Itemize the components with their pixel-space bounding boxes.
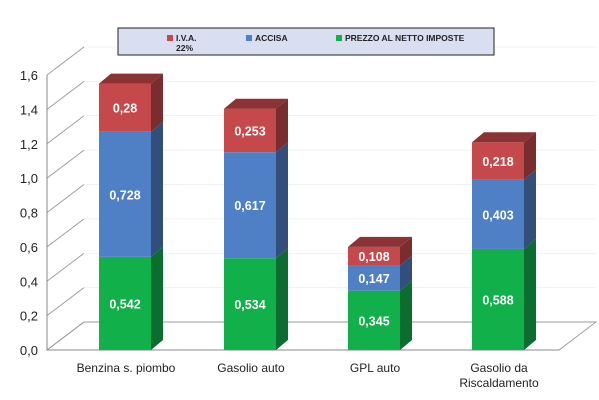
bar-side bbox=[151, 73, 163, 132]
bar-top bbox=[472, 132, 536, 143]
legend-box bbox=[117, 27, 495, 56]
bar-front bbox=[224, 258, 276, 350]
y-tick-label: 0,0 bbox=[20, 343, 38, 358]
legend-entry: ACCISA bbox=[246, 33, 288, 43]
bar-front bbox=[472, 142, 524, 180]
bar-front bbox=[472, 248, 524, 350]
data-label: 0,218 bbox=[482, 155, 513, 169]
bar-stack: 0,588 0,403 0,218 bbox=[472, 132, 536, 350]
bar-segment: 0,345 bbox=[348, 280, 412, 350]
category-label: Benzina s. piombo bbox=[77, 361, 176, 375]
grid-diagonal bbox=[46, 184, 85, 213]
bar-segment: 0,108 bbox=[348, 236, 412, 266]
data-label: 0,147 bbox=[358, 272, 389, 286]
data-label: 0,28 bbox=[113, 102, 137, 116]
legend-label: ACCISA bbox=[255, 33, 288, 43]
bar-side bbox=[524, 169, 536, 249]
bar-front bbox=[348, 290, 400, 350]
category-label: GPL auto bbox=[350, 361, 401, 375]
data-label: 0,253 bbox=[234, 124, 265, 138]
bar-stack: 0,534 0,617 0,253 bbox=[224, 98, 288, 350]
category-label: Gasolio da Riscaldamento bbox=[459, 361, 539, 390]
legend: I.V.A.22% ACCISA PREZZO AL NETTO IMPOSTE bbox=[117, 27, 495, 56]
bar-front bbox=[472, 179, 524, 249]
bar-stack: 0,542 0,728 0,28 bbox=[99, 73, 163, 350]
bar-side bbox=[151, 121, 163, 257]
data-label: 0,588 bbox=[482, 293, 513, 307]
legend-entry: I.V.A.22% bbox=[167, 33, 196, 53]
legend-label: PREZZO AL NETTO IMPOSTE bbox=[345, 33, 465, 43]
bar-side bbox=[276, 248, 288, 350]
bar-segment: 0,147 bbox=[348, 255, 412, 291]
bar-side bbox=[524, 238, 536, 350]
y-tick-labels: 0,0 0,2 0,4 0,6 0,8 1,0 1,2 1,4 1,6 bbox=[20, 68, 38, 358]
grid-diagonal bbox=[46, 115, 85, 145]
y-tick-label: 0,2 bbox=[20, 309, 38, 324]
legend-swatch bbox=[336, 35, 342, 41]
bar-side bbox=[400, 280, 412, 350]
grid-diagonal bbox=[46, 218, 85, 248]
bars: 0,5420,7280,280,5340,6170,2530,3450,1470… bbox=[99, 73, 536, 350]
bar-front bbox=[99, 256, 151, 350]
bar-top bbox=[224, 98, 288, 109]
bar-side bbox=[400, 255, 412, 291]
bar-front bbox=[348, 246, 400, 266]
y-tick-label: 1,4 bbox=[20, 102, 38, 117]
grid-diagonal bbox=[46, 287, 85, 316]
bar-segment: 0,542 bbox=[99, 246, 163, 350]
bar-top bbox=[99, 73, 163, 84]
bar-front bbox=[224, 108, 276, 153]
data-label: 0,534 bbox=[234, 298, 265, 312]
grid-diagonal bbox=[46, 81, 85, 110]
data-label: 0,345 bbox=[358, 314, 389, 328]
bar-segment: 0,728 bbox=[99, 121, 163, 257]
bar-side bbox=[151, 246, 163, 350]
y-tick-label: 1,6 bbox=[20, 68, 38, 83]
bar-side bbox=[400, 236, 412, 266]
bar-segment: 0,218 bbox=[472, 132, 536, 180]
bar-side bbox=[524, 132, 536, 180]
bar-segment: 0,253 bbox=[224, 98, 288, 153]
bar-segment: 0,534 bbox=[224, 248, 288, 350]
bar-segment: 0,28 bbox=[99, 73, 163, 132]
category-labels: Benzina s. piombo Gasolio auto GPL auto Gas… bbox=[77, 361, 539, 390]
bar-side bbox=[276, 142, 288, 259]
y-tick-label: 0,4 bbox=[20, 274, 38, 289]
y-tick-label: 1,2 bbox=[20, 137, 38, 152]
bar-front bbox=[99, 131, 151, 257]
legend-swatch bbox=[246, 35, 252, 41]
legend-sublabel: 22% bbox=[176, 43, 193, 53]
bar-segment: 0,617 bbox=[224, 142, 288, 259]
bar-stack: 0,345 0,147 0,108 bbox=[348, 236, 412, 350]
y-tick-label: 1,0 bbox=[20, 171, 38, 186]
bar-front bbox=[99, 83, 151, 132]
legend-label: I.V.A. bbox=[176, 33, 196, 43]
bar-segment: 0,403 bbox=[472, 169, 536, 249]
grid-diagonal bbox=[46, 149, 85, 179]
bar-front bbox=[348, 265, 400, 291]
data-label: 0,617 bbox=[234, 199, 265, 213]
data-label: 0,108 bbox=[358, 250, 389, 264]
y-tick-label: 0,6 bbox=[20, 240, 38, 255]
bar-side bbox=[276, 98, 288, 153]
data-label: 0,728 bbox=[109, 188, 140, 202]
data-label: 0,403 bbox=[482, 208, 513, 222]
bar-front bbox=[224, 152, 276, 259]
category-label: Gasolio auto bbox=[217, 361, 285, 375]
bar-top bbox=[348, 236, 412, 247]
y-tick-label: 0,8 bbox=[20, 206, 38, 221]
legend-entry: PREZZO AL NETTO IMPOSTE bbox=[336, 33, 465, 43]
data-label: 0,542 bbox=[109, 297, 140, 311]
bar-segment: 0,588 bbox=[472, 238, 536, 350]
grid-diagonal bbox=[46, 252, 85, 282]
legend-swatch bbox=[167, 35, 173, 41]
grid-diagonal bbox=[46, 46, 85, 76]
